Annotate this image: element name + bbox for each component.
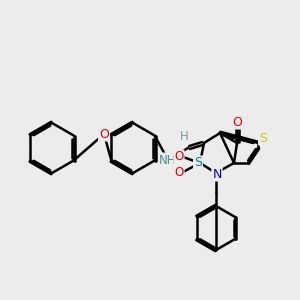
Text: O: O [232, 116, 242, 128]
Text: O: O [174, 167, 184, 179]
Text: S: S [194, 157, 202, 169]
Text: NH: NH [159, 154, 177, 166]
Text: S: S [259, 131, 267, 145]
Text: O: O [174, 151, 184, 164]
Text: O: O [99, 128, 109, 140]
Text: H: H [180, 130, 188, 143]
Text: N: N [212, 167, 222, 181]
